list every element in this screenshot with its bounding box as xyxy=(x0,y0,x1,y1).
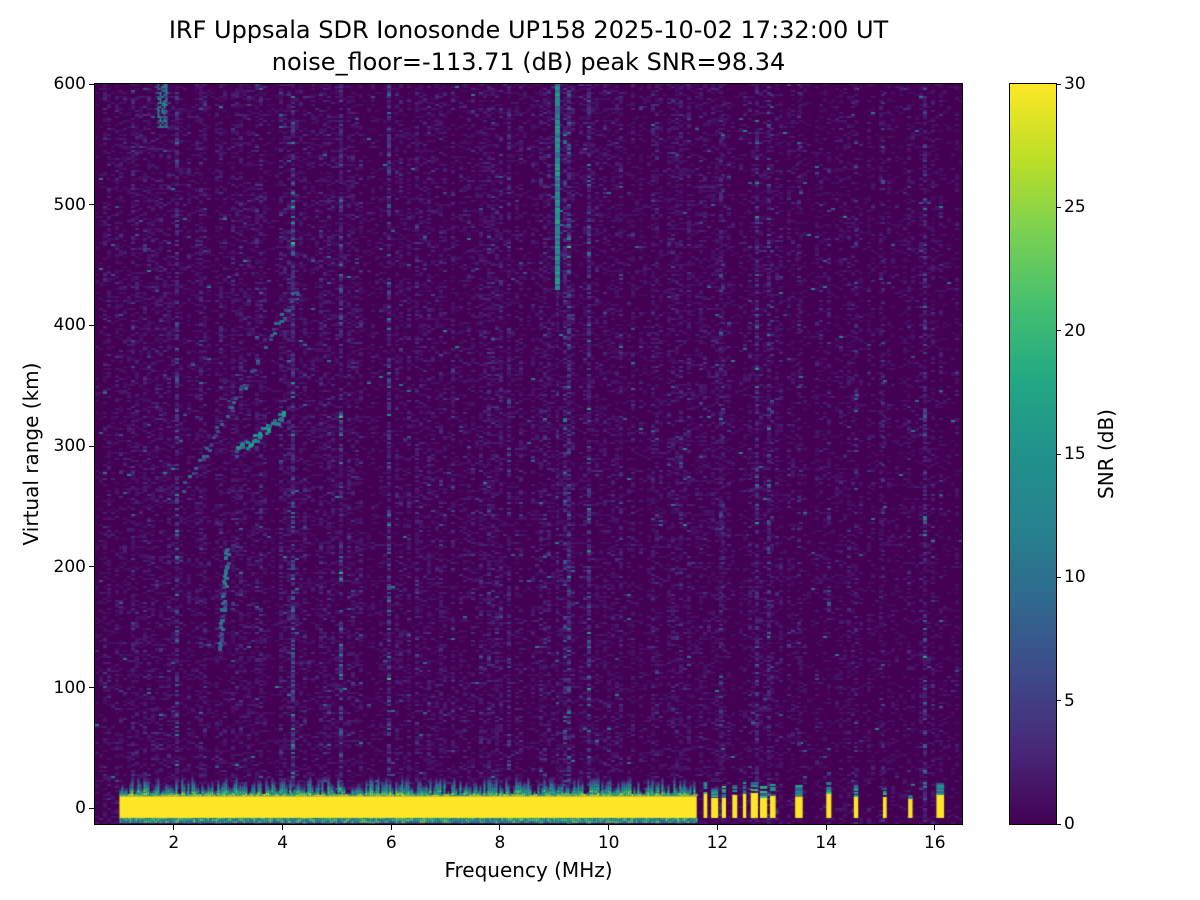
x-tick-label: 10 xyxy=(597,833,620,853)
y-tick-label: 400 xyxy=(53,315,86,336)
colorbar-tick-mark xyxy=(1057,823,1061,825)
colorbar-tick-label: 10 xyxy=(1064,567,1086,588)
y-tick-mark xyxy=(89,324,94,326)
colorbar-tick-label: 20 xyxy=(1064,320,1086,341)
colorbar-tick-label: 0 xyxy=(1064,814,1075,834)
colorbar-tick-label: 25 xyxy=(1064,197,1086,218)
y-tick-label: 300 xyxy=(53,436,86,457)
chart-title: IRF Uppsala SDR Ionosonde UP158 2025-10-… xyxy=(168,16,889,44)
y-tick-mark xyxy=(89,83,94,85)
y-tick-mark xyxy=(89,566,94,568)
x-axis-label: Frequency (MHz) xyxy=(444,858,613,882)
colorbar-gradient xyxy=(1009,83,1057,825)
y-tick-mark xyxy=(89,687,94,689)
x-tick-label: 4 xyxy=(277,833,288,853)
colorbar-label: SNR (dB) xyxy=(1094,409,1118,499)
y-tick-label: 100 xyxy=(53,677,86,698)
x-tick-mark xyxy=(390,825,392,830)
colorbar-tick-label: 30 xyxy=(1064,74,1086,94)
y-tick-mark xyxy=(89,807,94,809)
y-tick-mark xyxy=(89,204,94,206)
x-tick-mark xyxy=(825,825,827,830)
colorbar-tick-mark xyxy=(1057,453,1061,455)
colorbar-tick-mark xyxy=(1057,330,1061,332)
chart-subtitle: noise_floor=-113.71 (dB) peak SNR=98.34 xyxy=(271,48,786,76)
colorbar-tick-mark xyxy=(1057,206,1061,208)
y-tick-label: 600 xyxy=(53,74,86,94)
colorbar-tick-label: 15 xyxy=(1064,444,1086,464)
x-tick-label: 14 xyxy=(815,833,837,853)
colorbar-tick-label: 5 xyxy=(1064,690,1075,711)
x-tick-label: 12 xyxy=(706,833,729,853)
x-tick-label: 6 xyxy=(385,833,397,853)
x-tick-mark xyxy=(282,825,284,830)
y-tick-mark xyxy=(89,445,94,447)
colorbar-tick-mark xyxy=(1057,576,1061,578)
heatmap-canvas xyxy=(95,84,962,824)
colorbar-tick-mark xyxy=(1057,700,1061,702)
y-tick-label: 500 xyxy=(53,194,86,215)
x-tick-label: 16 xyxy=(923,833,946,853)
x-tick-mark xyxy=(934,825,936,830)
y-tick-label: 200 xyxy=(53,556,86,577)
x-tick-mark xyxy=(173,825,175,830)
colorbar-tick-mark xyxy=(1057,83,1061,85)
x-tick-mark xyxy=(608,825,610,830)
x-tick-label: 2 xyxy=(168,833,180,853)
x-tick-label: 8 xyxy=(494,833,506,853)
y-tick-label: 0 xyxy=(75,798,86,819)
x-tick-mark xyxy=(716,825,718,830)
x-tick-mark xyxy=(499,825,501,830)
